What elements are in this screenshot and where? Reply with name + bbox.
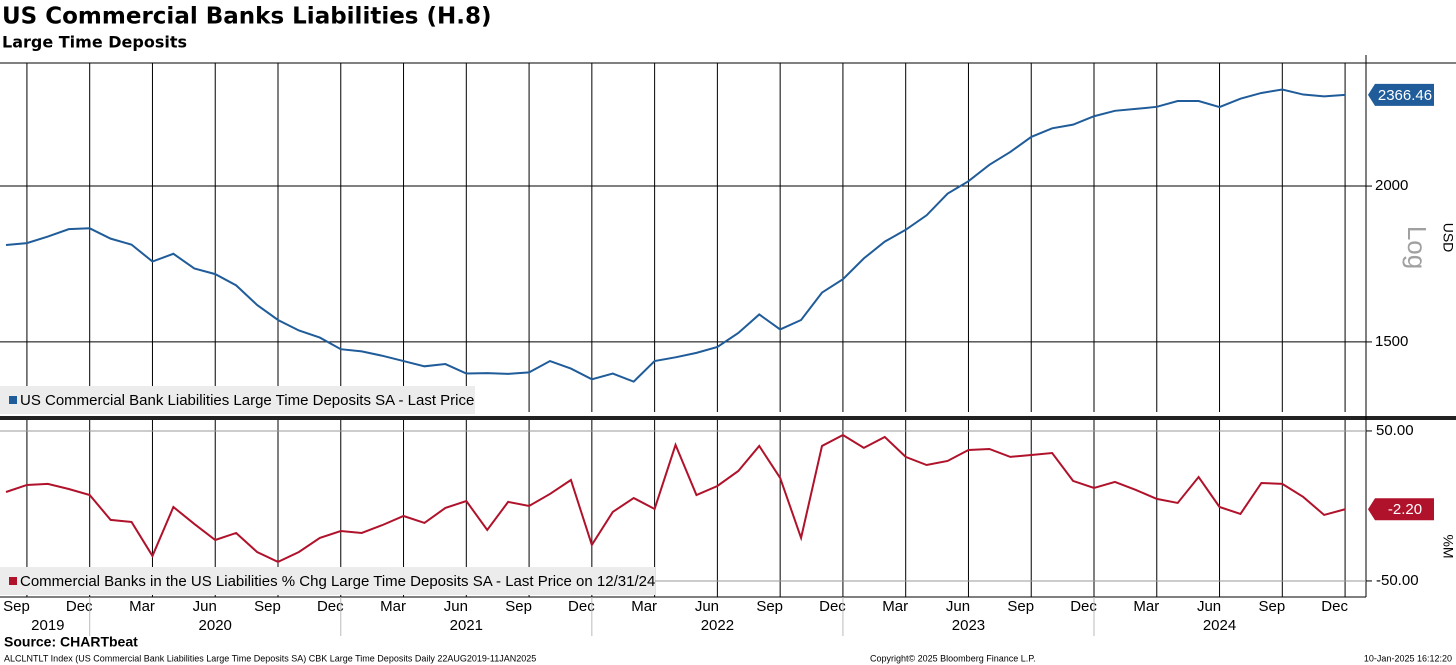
last-value-box [1368, 83, 1434, 106]
y-tick-label: 50.00 [1376, 422, 1414, 439]
x-year-label: 2020 [199, 617, 232, 634]
line-series [5, 88, 1346, 383]
panel-separator [0, 416, 1456, 420]
x-tick-label: Sep [756, 598, 783, 615]
legend-swatch [9, 396, 17, 404]
x-tick-label: Dec [1321, 598, 1348, 615]
chart-subtitle: Large Time Deposits [2, 33, 187, 52]
x-year-label: 2022 [701, 617, 734, 634]
x-tick-label: Dec [819, 598, 846, 615]
x-tick-label: Jun [946, 598, 970, 615]
footer-description: ALCLNTLT Index (US Commercial Bank Liabi… [4, 653, 536, 663]
x-tick-label: Jun [193, 598, 217, 615]
timestamp: 10-Jan-2025 16:12:20 [1364, 653, 1452, 663]
last-value-box [1368, 498, 1434, 521]
x-tick-label: Dec [1070, 598, 1097, 615]
legend-swatch [9, 577, 17, 585]
x-tick-label: Sep [3, 598, 30, 615]
x-tick-label: Sep [1258, 598, 1285, 615]
x-tick-label: Dec [66, 598, 93, 615]
legend-box [0, 386, 475, 414]
legend-label: US Commercial Bank Liabilities Large Tim… [20, 392, 474, 409]
x-tick-label: Dec [317, 598, 344, 615]
x-tick-label: Mar [380, 598, 406, 615]
y-tick-label: 2000 [1375, 177, 1408, 194]
last-value-label: -2.20 [1388, 501, 1422, 518]
copyright: Copyright© 2025 Bloomberg Finance L.P. [870, 653, 1036, 663]
line-series [5, 433, 1346, 564]
x-year-label: 2023 [952, 617, 985, 634]
x-tick-label: Sep [505, 598, 532, 615]
x-tick-label: Mar [631, 598, 657, 615]
x-year-label: 2024 [1203, 617, 1236, 634]
scale-label: Log [1402, 226, 1432, 269]
x-year-label: 2021 [450, 617, 483, 634]
y-tick-label: -50.00 [1376, 572, 1419, 589]
x-tick-label: Sep [1007, 598, 1034, 615]
y-tick-label: 1500 [1375, 333, 1408, 350]
legend-box [0, 567, 655, 595]
x-tick-label: Jun [444, 598, 468, 615]
chart-title: US Commercial Banks Liabilities (H.8) [2, 4, 492, 30]
x-tick-label: Jun [695, 598, 719, 615]
x-tick-label: Mar [882, 598, 908, 615]
x-tick-label: Mar [129, 598, 155, 615]
last-value-label: 2366.46 [1378, 87, 1432, 104]
x-tick-label: Dec [568, 598, 595, 615]
source: Source: CHARTbeat [4, 634, 138, 650]
x-year-label: 2019 [31, 617, 64, 634]
y-axis-label: USD [1440, 223, 1456, 253]
x-tick-label: Jun [1197, 598, 1221, 615]
y-axis-label: %M [1440, 534, 1456, 558]
x-tick-label: Sep [254, 598, 281, 615]
legend-label: Commercial Banks in the US Liabilities %… [20, 573, 655, 590]
x-tick-label: Mar [1133, 598, 1159, 615]
